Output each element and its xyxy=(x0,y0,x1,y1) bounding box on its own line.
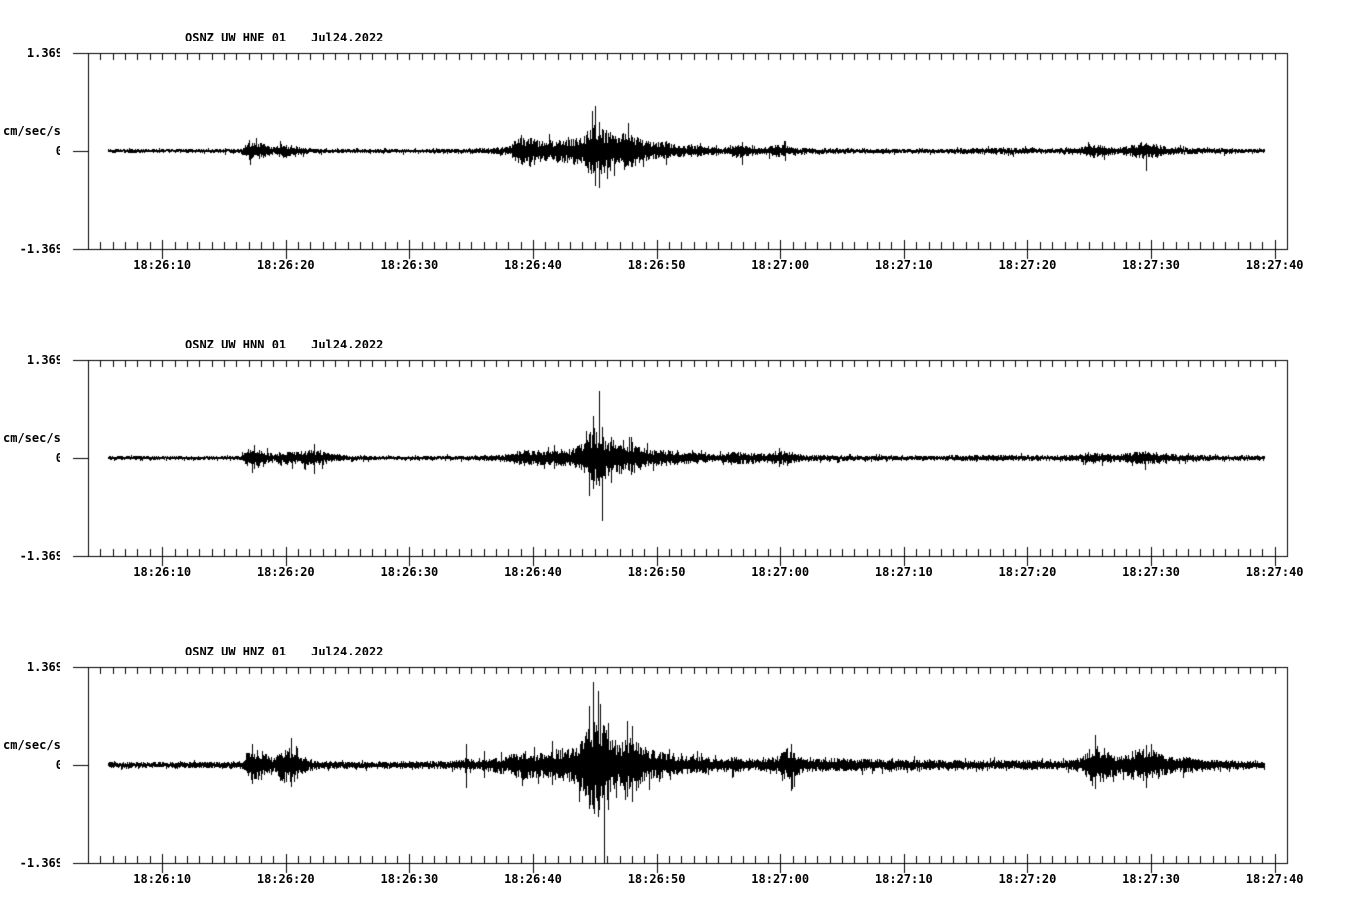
x-tick-label: 18:27:30 xyxy=(1122,258,1180,272)
x-tick-label: 18:27:40 xyxy=(1245,258,1304,272)
y-max-label: 1.369 xyxy=(26,46,63,60)
x-tick-label: 18:27:20 xyxy=(998,565,1057,579)
x-tick-label: 18:27:30 xyxy=(1122,872,1180,886)
x-tick-label: 18:27:20 xyxy=(998,258,1057,272)
x-tick-label: 18:27:30 xyxy=(1122,565,1180,579)
x-tick-label: 18:26:10 xyxy=(133,565,192,579)
y-axis-unit-label: cm/sec/sec xyxy=(3,431,76,445)
y-zero-label: 0 xyxy=(0,758,63,772)
x-tick-label: 18:26:30 xyxy=(380,872,439,886)
seismogram-canvas-hnn xyxy=(60,348,1310,568)
x-tick-label: 18:26:40 xyxy=(504,872,562,886)
plot-hne: QSNZ_UW_HNE_01 Jul24,2022 1.369 cm/sec/s… xyxy=(0,0,1358,300)
x-tick-label: 18:27:00 xyxy=(751,565,810,579)
y-min-label: -1.369 xyxy=(19,242,63,256)
x-tick-label: 18:27:10 xyxy=(874,872,933,886)
x-tick-label: 18:26:50 xyxy=(627,258,686,272)
x-tick-label: 18:26:30 xyxy=(380,565,439,579)
x-tick-label: 18:26:50 xyxy=(627,872,686,886)
y-min-label: -1.369 xyxy=(19,856,63,870)
seismogram-canvas-hne xyxy=(60,41,1310,261)
x-tick-label: 18:27:20 xyxy=(998,872,1057,886)
x-tick-label: 18:26:20 xyxy=(256,565,315,579)
x-tick-label: 18:27:00 xyxy=(751,872,810,886)
x-tick-label: 18:26:20 xyxy=(256,872,315,886)
x-tick-label: 18:26:10 xyxy=(133,872,192,886)
x-axis-labels: 18:26:10 18:26:20 18:26:30 18:26:40 18:26:50… xyxy=(0,565,1358,581)
x-axis-labels: 18:26:10 18:26:20 18:26:30 18:26:40 18:26:50… xyxy=(0,872,1358,888)
x-tick-label: 18:27:40 xyxy=(1245,565,1304,579)
x-tick-label: 18:27:00 xyxy=(751,258,810,272)
y-axis-unit-label: cm/sec/sec xyxy=(3,738,76,752)
x-tick-label: 18:27:10 xyxy=(874,565,933,579)
plot-hnn: QSNZ_UW_HNN_01 Jul24,2022 1.369 cm/sec/s… xyxy=(0,307,1358,607)
plot-hnz: QSNZ_UW_HNZ_01 Jul24,2022 1.369 cm/sec/s… xyxy=(0,614,1358,914)
x-tick-label: 18:27:10 xyxy=(874,258,933,272)
y-min-label: -1.369 xyxy=(19,549,63,563)
x-tick-label: 18:26:30 xyxy=(380,258,439,272)
y-axis-unit-label: cm/sec/sec xyxy=(3,124,76,138)
x-tick-label: 18:26:10 xyxy=(133,258,192,272)
y-zero-label: 0 xyxy=(0,144,63,158)
seismogram-canvas-hnz xyxy=(60,655,1310,875)
x-tick-label: 18:26:20 xyxy=(256,258,315,272)
y-max-label: 1.369 xyxy=(26,660,63,674)
y-max-label: 1.369 xyxy=(26,353,63,367)
x-tick-label: 18:26:50 xyxy=(627,565,686,579)
y-zero-label: 0 xyxy=(0,451,63,465)
x-axis-labels: 18:26:10 18:26:20 18:26:30 18:26:40 18:26:50… xyxy=(0,258,1358,274)
x-tick-label: 18:27:40 xyxy=(1245,872,1304,886)
x-tick-label: 18:26:40 xyxy=(504,258,562,272)
x-tick-label: 18:26:40 xyxy=(504,565,562,579)
